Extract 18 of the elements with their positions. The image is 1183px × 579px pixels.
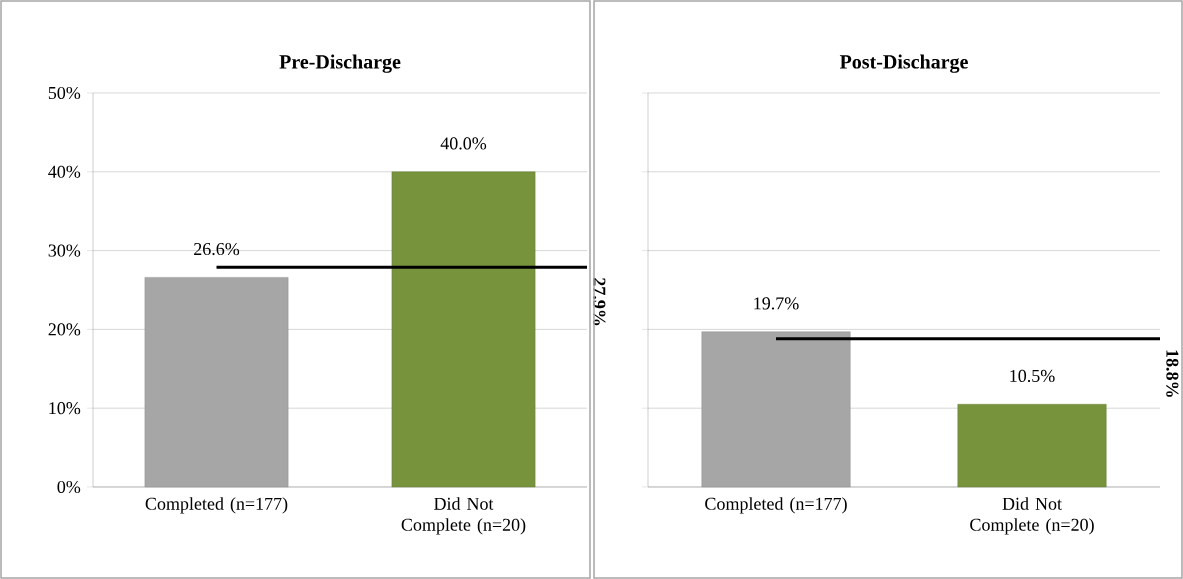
ref-line-label: 18.8% [1166, 350, 1179, 397]
x-tick-label: Did Not Complete (n=20) [401, 497, 526, 535]
x-tick-label: Completed (n=177) [705, 497, 847, 514]
data-label: 26.6% [194, 242, 240, 256]
ref-line-label: 27.9% [593, 278, 606, 326]
chart-title: Pre-Discharge [279, 54, 401, 73]
y-tick-label: 30% [48, 244, 81, 257]
data-label: 40.0% [440, 137, 487, 150]
y-tick-label: 50% [48, 86, 81, 100]
data-label: 19.7% [754, 297, 799, 310]
y-tick-label: 10% [49, 402, 81, 415]
y-tick-label: 20% [48, 323, 81, 336]
y-tick-label: 0% [57, 480, 81, 494]
y-tick-label: 40% [48, 165, 81, 178]
data-label: 10.5% [1010, 369, 1055, 383]
x-tick-label: Did Not Complete (n=20) [970, 497, 1094, 535]
chart-title: Post-Discharge [839, 54, 968, 73]
x-tick-label: Completed (n=177) [145, 497, 288, 514]
